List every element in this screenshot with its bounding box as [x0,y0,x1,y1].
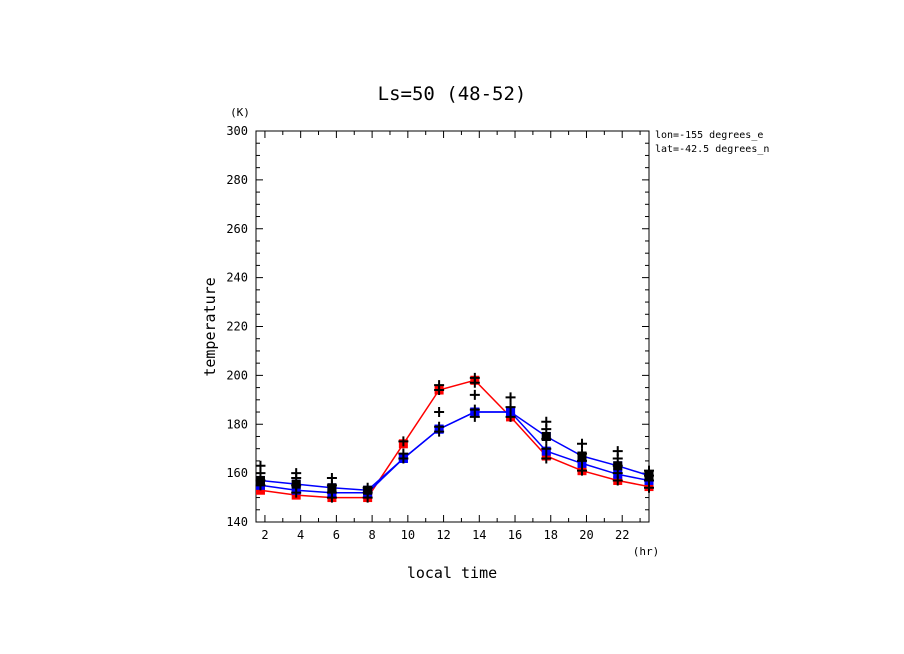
observation-point [398,448,409,459]
y-tick-label: 140 [226,515,248,529]
observation-point [434,421,445,432]
observation-point [541,433,552,444]
observation-point [577,465,588,476]
x-tick-label: 6 [333,528,340,542]
series-line [260,379,650,499]
y-unit-label: (K) [230,106,250,119]
y-tick-label: 260 [226,222,248,236]
observation-point [326,473,337,484]
observation-point [505,402,516,413]
observation-point [577,438,588,449]
observation-point [541,416,552,427]
x-tick-label: 22 [615,528,629,542]
y-tick-label: 220 [226,320,248,334]
observation-point [541,443,552,454]
plot-frame [255,130,650,523]
x-tick-label: 18 [544,528,558,542]
x-unit-label: (hr) [633,545,660,558]
observation-point [255,460,266,471]
series-line [260,411,650,491]
observation-point [505,411,516,422]
x-tick-label: 20 [579,528,593,542]
observation-point [291,468,302,479]
y-tick-label: 200 [226,368,248,382]
y-tick-label: 280 [226,173,248,187]
observation-point [469,389,480,400]
x-axis-label: local time [407,564,497,582]
observation-point [469,372,480,383]
observation-point [612,446,623,457]
observation-layer [255,372,654,503]
observation-point [644,465,654,476]
annotation-lon: lon=-155 degrees_e [655,130,763,141]
x-tick-label: 10 [401,528,415,542]
y-tick-label: 240 [226,271,248,285]
x-tick-label: 8 [368,528,375,542]
observation-point [398,436,409,447]
series-line [260,411,650,494]
observation-point [577,448,588,459]
y-tick-label: 160 [226,466,248,480]
observation-point [469,404,480,415]
annotation-clip [780,125,904,160]
x-tick-label: 14 [472,528,486,542]
observation-point [434,407,445,418]
x-tick-label: 4 [297,528,304,542]
observation-point [434,380,445,391]
y-axis-label: temperature [201,277,219,376]
series-layer [255,375,654,503]
observation-point [505,392,516,403]
y-tick-label: 300 [226,124,248,138]
x-tick-label: 16 [508,528,522,542]
observation-point [541,453,552,464]
axis-ticks: 140 160 180 200 220 240 260 280 300 2 4 6 8 10 12 14 16 1… [226,124,649,542]
chart-title: Ls=50 (48-52) [378,83,527,105]
x-tick-label: 2 [261,528,268,542]
observation-point [362,482,373,493]
y-tick-label: 180 [226,417,248,431]
x-tick-label: 12 [436,528,450,542]
annotation-lat: lat=-42.5 degrees_n [655,144,769,155]
